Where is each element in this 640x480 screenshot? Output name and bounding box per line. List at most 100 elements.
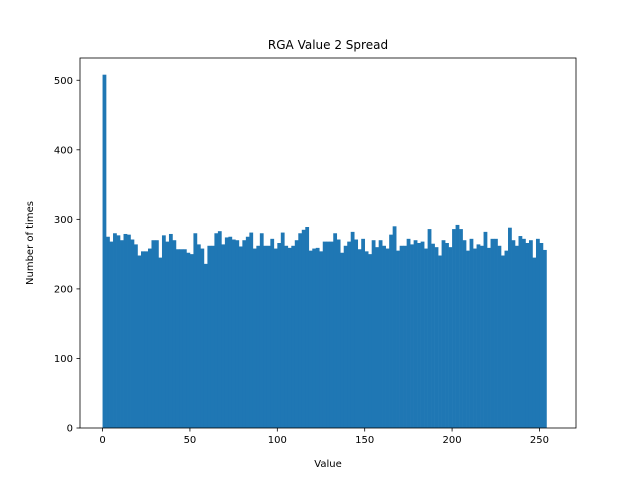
histogram-bar — [322, 241, 327, 428]
histogram-bar — [308, 250, 313, 428]
x-tick-label: 100 — [268, 435, 287, 446]
histogram-bar — [336, 239, 341, 428]
histogram-bar — [137, 255, 142, 428]
histogram-bar — [368, 254, 372, 428]
histogram-bar — [196, 244, 201, 428]
histogram-bar — [382, 245, 386, 428]
histogram-bar — [329, 241, 334, 428]
histogram-bar — [116, 235, 121, 428]
y-tick-label: 400 — [54, 145, 73, 156]
histogram-bar — [347, 241, 352, 428]
histogram-bar — [364, 251, 369, 428]
histogram-bar — [462, 240, 467, 428]
y-axis: 0 100 200 300 400 500 — [54, 76, 80, 435]
histogram-bar — [399, 245, 404, 428]
histogram-bar — [235, 240, 240, 428]
histogram-bar — [245, 236, 250, 428]
histogram-bar — [200, 248, 205, 428]
histogram-bar — [515, 245, 519, 428]
histogram-bar — [287, 247, 292, 428]
histogram-bar — [141, 251, 145, 428]
histogram-bar — [179, 249, 184, 428]
x-tick-label: 50 — [184, 435, 197, 446]
histogram-bar — [291, 245, 296, 428]
histogram-bar — [127, 234, 131, 428]
histogram-bar — [123, 233, 128, 428]
histogram-bar — [497, 245, 502, 428]
histogram-bar — [301, 229, 306, 428]
histogram-bar — [168, 233, 173, 428]
histogram-bar — [161, 235, 166, 428]
histogram-bar — [417, 243, 421, 428]
histogram-bar — [378, 240, 383, 428]
bars-group — [102, 74, 547, 428]
histogram-bar — [518, 236, 523, 428]
histogram-bar — [333, 233, 338, 428]
histogram-bar — [528, 240, 533, 428]
y-axis-label: Number of times — [25, 201, 36, 285]
histogram-bar — [525, 243, 530, 428]
histogram-bar — [445, 243, 449, 428]
histogram-bar — [298, 233, 303, 428]
histogram-bar — [504, 250, 509, 428]
chart-title: RGA Value 2 Spread — [268, 38, 388, 52]
histogram-bar — [172, 240, 177, 428]
histogram-bar — [343, 245, 348, 428]
histogram-bar — [189, 254, 194, 428]
histogram-bar — [455, 224, 460, 428]
histogram-bar — [354, 239, 359, 428]
histogram-bar — [413, 240, 418, 428]
x-tick-label: 0 — [99, 435, 105, 446]
histogram-bar — [490, 238, 495, 428]
histogram-bar — [487, 247, 491, 428]
x-axis: 0 50 100 150 200 250 — [99, 428, 549, 446]
histogram-bar — [256, 245, 261, 428]
histogram-bar — [340, 252, 345, 428]
histogram-bar — [134, 244, 138, 428]
histogram-bar — [252, 248, 257, 428]
histogram-bar — [231, 239, 236, 428]
histogram-bar — [410, 244, 414, 428]
x-tick-label: 200 — [443, 435, 462, 446]
histogram-bar — [431, 243, 435, 428]
plot-frame — [79, 57, 577, 429]
histogram-bar — [182, 249, 187, 428]
histogram-bar — [217, 231, 222, 428]
histogram-bar — [186, 252, 191, 428]
histogram-bar — [396, 250, 400, 428]
histogram-bar — [165, 241, 170, 428]
histogram-bar — [459, 229, 463, 428]
histogram-bar — [266, 245, 271, 428]
histogram-bar — [532, 257, 537, 428]
histogram-bar — [284, 245, 289, 428]
y-tick-label: 0 — [67, 424, 73, 435]
histogram-bar — [535, 238, 540, 428]
histogram-bar — [102, 74, 107, 428]
histogram-bar — [448, 247, 453, 428]
histogram-bar — [385, 248, 390, 428]
histogram-bar — [480, 245, 484, 428]
histogram-bar — [120, 240, 124, 428]
histogram-bar — [305, 227, 310, 428]
histogram-bar — [392, 226, 397, 428]
histogram-bar — [228, 236, 233, 428]
histogram-bar — [193, 233, 198, 428]
histogram-bar — [406, 238, 411, 428]
histogram-bar — [207, 245, 212, 428]
histogram-bar — [403, 245, 407, 428]
histogram-bar — [361, 238, 366, 428]
histogram-bar — [294, 240, 299, 428]
histogram-bar — [522, 238, 526, 428]
histogram-bar — [375, 247, 379, 428]
histogram-bar — [273, 248, 278, 428]
histogram-bar — [263, 245, 268, 428]
histogram-bar — [238, 246, 243, 428]
histogram-bar — [319, 251, 324, 428]
histogram-bar — [483, 231, 488, 428]
histogram-bar — [424, 248, 428, 428]
histogram-bar — [350, 231, 355, 428]
histogram-bar — [259, 233, 264, 428]
histogram-bar — [106, 236, 110, 428]
histogram-bar — [438, 255, 442, 428]
